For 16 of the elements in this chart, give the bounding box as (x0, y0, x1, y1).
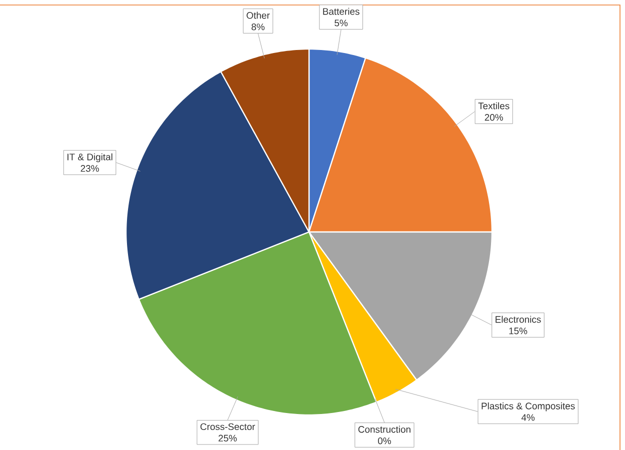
slice-label: Cross-Sector (200, 423, 256, 430)
slice-label: Batteries (323, 8, 360, 15)
data-label: 4% (521, 414, 535, 421)
slice-label: Plastics & Composites (482, 402, 575, 412)
data-label: 5% (334, 20, 348, 26)
data-label: 15% (509, 328, 528, 334)
data-label: 8% (252, 24, 265, 30)
slice-label: Other (246, 12, 270, 19)
slice-label: IT & Digital (68, 153, 112, 162)
data-label: 23% (80, 165, 99, 172)
text: 0% (378, 438, 391, 444)
category-label: Construction (358, 426, 410, 433)
data-label: 25% (218, 434, 237, 442)
slice-label: Textiles (478, 102, 510, 110)
slice-label: Electronics (496, 316, 541, 323)
data-label: 20% (484, 114, 503, 121)
